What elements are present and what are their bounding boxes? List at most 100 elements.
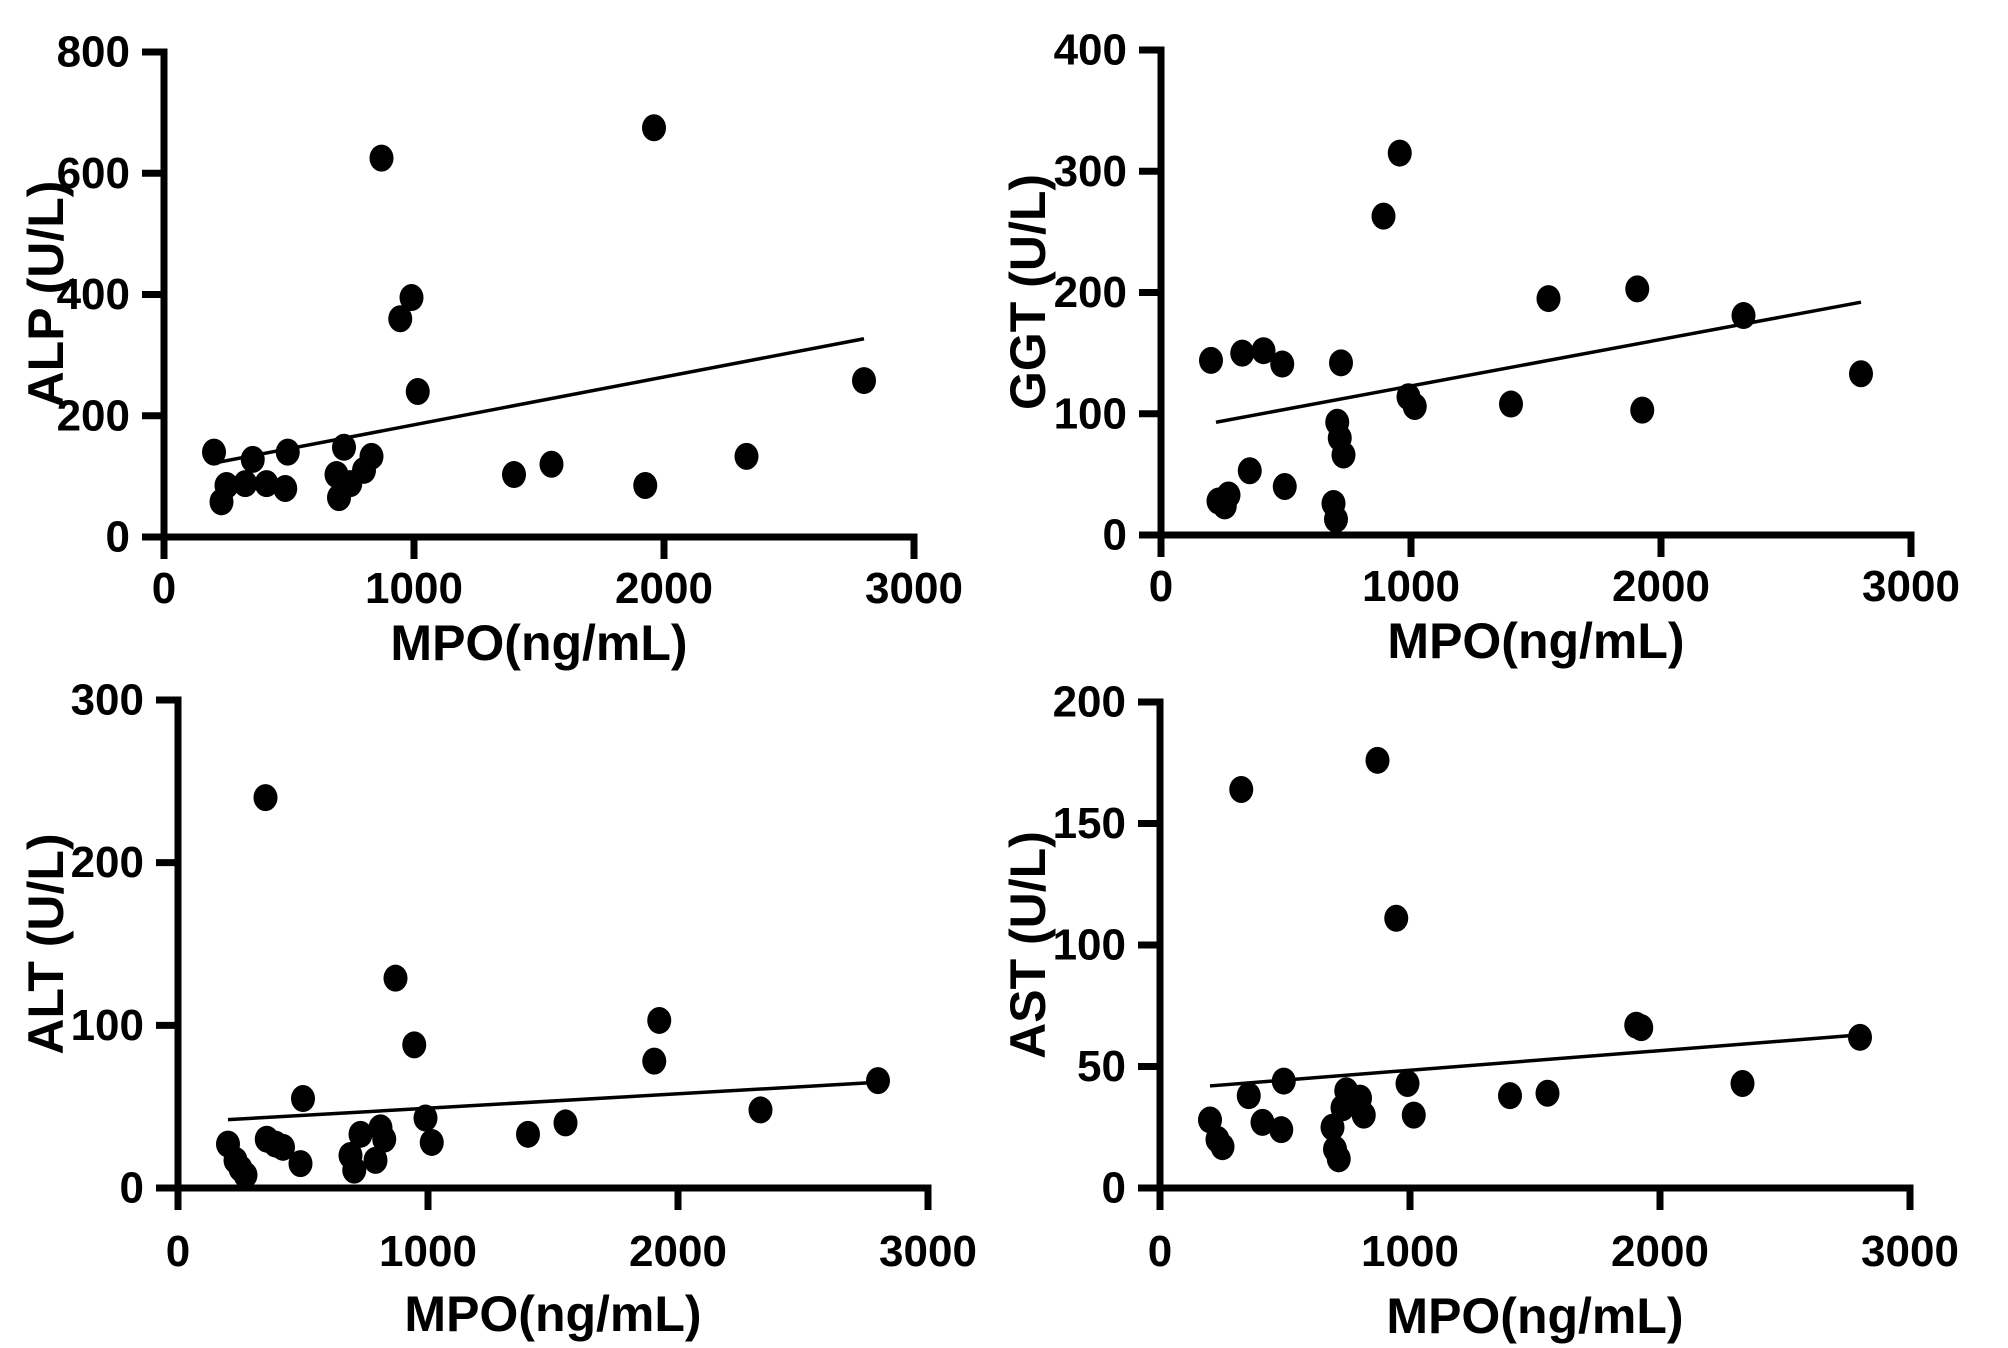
ast-y-tick-label: 0: [1102, 1164, 1126, 1213]
ggt-x-tick-label: 1000: [1362, 562, 1460, 611]
alt-data-point: [271, 1133, 295, 1161]
alt-y-tick-label: 300: [71, 676, 144, 725]
ggt-trend-line: [1215, 300, 1862, 424]
alt-data-point: [413, 1104, 438, 1132]
ast-y-tick-label: 150: [1053, 799, 1126, 848]
alt-trend-line: [227, 1080, 879, 1122]
ggt-data-point: [1216, 481, 1241, 509]
alp-y-tick-label: 0: [106, 513, 130, 562]
ast-trend-line: [1209, 1033, 1861, 1088]
alp-x-tick-label: 1000: [365, 564, 463, 613]
alp-y-tick-label: 200: [57, 391, 130, 440]
ggt-y-tick-label: 400: [1054, 26, 1127, 75]
alp-data-point: [332, 433, 356, 461]
ggt-data-point: [1630, 396, 1655, 424]
ast-x-tick-label: 0: [1148, 1227, 1172, 1276]
ast-data-point: [1326, 1145, 1351, 1173]
ast-x-tick-label: 2000: [1611, 1227, 1709, 1276]
ast-data-point: [1269, 1116, 1294, 1144]
ast-data-point: [1229, 775, 1254, 803]
alp-y-axis-title: ALP (U/L): [18, 180, 74, 408]
ggt-data-point: [1272, 473, 1297, 500]
ast-data-point: [1236, 1082, 1261, 1110]
ggt-data-point: [1230, 339, 1255, 367]
panel-alp: 0 200 400 600 800 0 1000 2000 3000: [57, 28, 963, 614]
alp-data-point: [405, 378, 430, 405]
alp-data-point: [399, 284, 424, 312]
alp-data-point: [852, 367, 876, 395]
alt-data-point: [516, 1120, 540, 1148]
ggt-y-tick-label: 300: [1054, 147, 1127, 196]
alt-data-point: [363, 1146, 388, 1174]
ggt-data-point: [1849, 360, 1873, 388]
ast-y-tick-label: 100: [1053, 921, 1126, 970]
alt-data-point: [647, 1006, 672, 1034]
alt-data-point: [553, 1109, 578, 1137]
alt-x-tick-label: 2000: [629, 1227, 727, 1276]
ast-x-tick-label: 1000: [1361, 1227, 1459, 1276]
alp-x-tick-label: 3000: [865, 564, 963, 613]
alt-x-axis-title: MPO(ng/mL): [404, 1286, 702, 1342]
ggt-data-point: [1371, 202, 1396, 230]
ast-data-point: [1365, 746, 1390, 774]
alp-data-point: [734, 442, 759, 470]
alp-y-tick-label: 600: [57, 149, 130, 198]
ggt-y-tick-label: 200: [1054, 268, 1127, 317]
ggt-y-tick-label: 100: [1054, 389, 1127, 438]
alp-x-tick-label: 2000: [615, 564, 713, 613]
ggt-x-tick-label: 2000: [1612, 562, 1710, 611]
alp-data-point: [254, 470, 279, 498]
ggt-x-tick-label: 0: [1149, 562, 1173, 611]
ast-data-point: [1384, 904, 1409, 932]
alt-data-point: [419, 1128, 444, 1156]
alt-data-point: [642, 1047, 667, 1075]
alp-data-point: [642, 114, 666, 142]
alp-data-point: [233, 470, 258, 498]
alt-x-tick-label: 1000: [379, 1227, 477, 1276]
ast-data-point: [1498, 1082, 1522, 1110]
alt-y-tick-label: 200: [71, 838, 144, 887]
ast-x-tick-label: 3000: [1861, 1227, 1959, 1276]
panel-ggt: 0 100 200 300 400 0 1000 2000 3000: [1054, 26, 1960, 612]
alp-data-point: [539, 450, 564, 478]
ast-data-point: [1250, 1108, 1275, 1136]
alt-y-tick-label: 100: [71, 1001, 144, 1050]
alt-data-point: [372, 1125, 397, 1153]
ast-data-point: [1629, 1014, 1654, 1042]
alt-y-axis-title: ALT (U/L): [18, 833, 74, 1055]
ggt-data-point: [1329, 349, 1353, 377]
alt-data-point: [288, 1150, 313, 1178]
ggt-data-point: [1731, 302, 1756, 330]
alp-trend-line: [213, 337, 865, 465]
alt-data-point: [402, 1031, 427, 1059]
alp-x-tick-label: 0: [152, 564, 176, 613]
ast-y-axis-title: AST (U/L): [1000, 831, 1056, 1059]
alp-data-point: [502, 461, 526, 489]
alt-y-tick-label: 0: [120, 1164, 144, 1213]
alt-data-point: [291, 1085, 315, 1113]
ggt-data-point: [1237, 457, 1262, 485]
ast-data-point: [1401, 1101, 1426, 1129]
alt-data-point: [348, 1120, 373, 1148]
alp-data-point: [273, 475, 298, 502]
alp-y-tick-label: 800: [57, 28, 130, 77]
ggt-x-tick-label: 3000: [1862, 562, 1960, 611]
alp-data-point: [275, 438, 300, 466]
ast-data-point: [1395, 1070, 1420, 1098]
ggt-data-point: [1402, 392, 1427, 420]
alp-data-point: [202, 438, 226, 466]
ggt-data-point: [1536, 285, 1561, 313]
alt-data-point: [748, 1096, 773, 1124]
ast-y-tick-label: 50: [1077, 1042, 1126, 1091]
ggt-x-axis-title: MPO(ng/mL): [1387, 613, 1685, 669]
alt-data-point: [342, 1156, 367, 1184]
ast-data-point: [1271, 1067, 1296, 1095]
ggt-data-point: [1387, 139, 1412, 167]
ast-y-tick-label: 200: [1053, 678, 1126, 727]
ast-data-point: [1730, 1070, 1755, 1098]
ast-data-point: [1210, 1133, 1235, 1161]
ggt-data-point: [1324, 505, 1348, 533]
